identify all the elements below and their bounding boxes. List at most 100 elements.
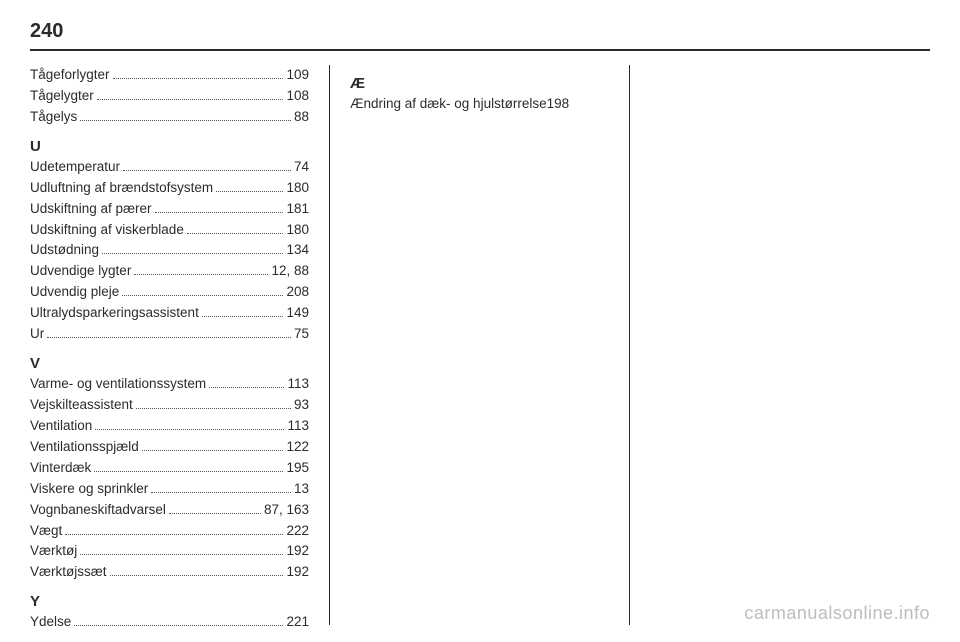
column-3 xyxy=(630,65,930,625)
entry-label: Tågelygter xyxy=(30,86,94,107)
entry-label: Vægt xyxy=(30,521,62,542)
index-entry: Ydelse 221 xyxy=(30,612,309,633)
entry-page: 195 xyxy=(286,458,309,479)
entry-page: 149 xyxy=(286,303,309,324)
entry-page: 134 xyxy=(286,240,309,261)
leader-dots xyxy=(47,337,291,338)
leader-dots xyxy=(151,492,291,493)
index-entry: Udluftning af brændstofsystem 180 xyxy=(30,178,309,199)
entry-page: 108 xyxy=(286,86,309,107)
column-2: Æ Ændring af dæk- og hjulstørrelse 198 xyxy=(330,65,630,625)
leader-dots xyxy=(187,233,284,234)
entry-label: Ur xyxy=(30,324,44,345)
entry-label: Værktøjssæt xyxy=(30,562,107,583)
entry-page: 180 xyxy=(286,220,309,241)
entry-label: Ventilation xyxy=(30,416,92,437)
index-entry: Ventilationsspjæld122 xyxy=(30,437,309,458)
section-letter: U xyxy=(30,138,309,155)
index-entry: Tågelys 88 xyxy=(30,107,309,128)
page-number: 240 xyxy=(30,20,930,43)
entry-page: 13 xyxy=(294,479,309,500)
section-letter: V xyxy=(30,355,309,372)
entry-page: 198 xyxy=(547,94,570,115)
entry-page: 12, 88 xyxy=(271,261,309,282)
entry-label: Viskere og sprinkler xyxy=(30,479,148,500)
index-entry: Ur75 xyxy=(30,324,309,345)
entry-page: 109 xyxy=(286,65,309,86)
leader-dots xyxy=(65,534,283,535)
index-entry: Ultralydsparkeringsassistent 149 xyxy=(30,303,309,324)
section-letter: Y xyxy=(30,593,309,610)
index-entry: Tågelygter 108 xyxy=(30,86,309,107)
entry-label: Værktøj xyxy=(30,541,77,562)
entry-page: 208 xyxy=(286,282,309,303)
index-entry: Varme- og ventilationssystem113 xyxy=(30,374,309,395)
index-entry: Viskere og sprinkler 13 xyxy=(30,479,309,500)
entry-page: 222 xyxy=(286,521,309,542)
entry-label: Udluftning af brændstofsystem xyxy=(30,178,213,199)
watermark: carmanualsonline.info xyxy=(744,603,930,624)
index-entry: Udetemperatur 74 xyxy=(30,157,309,178)
entry-page: 180 xyxy=(286,178,309,199)
entry-page: 122 xyxy=(286,437,309,458)
leader-dots xyxy=(209,387,284,388)
entry-label: Tågelys xyxy=(30,107,77,128)
entry-label: Vognbaneskiftadvarsel xyxy=(30,500,166,521)
entry-label: Varme- og ventilationssystem xyxy=(30,374,206,395)
leader-dots xyxy=(74,625,283,626)
entry-label: Udskiftning af viskerblade xyxy=(30,220,184,241)
entry-page: 181 xyxy=(286,199,309,220)
index-page: 240 Tågeforlygter109Tågelygter108Tågelys… xyxy=(0,0,960,642)
index-entry: Vognbaneskiftadvarsel87, 163 xyxy=(30,500,309,521)
leader-dots xyxy=(102,253,283,254)
entry-label: Udvendige lygter xyxy=(30,261,131,282)
entry-label: Tågeforlygter xyxy=(30,65,110,86)
index-entry: Udstødning 134 xyxy=(30,240,309,261)
entry-page: 192 xyxy=(286,562,309,583)
leader-dots xyxy=(134,274,268,275)
entry-label: Vinterdæk xyxy=(30,458,91,479)
index-entry: Tågeforlygter 109 xyxy=(30,65,309,86)
leader-dots xyxy=(95,429,284,430)
leader-dots xyxy=(216,191,283,192)
index-entry: Vægt 222 xyxy=(30,521,309,542)
index-entry: Udvendig pleje 208 xyxy=(30,282,309,303)
entry-page: 113 xyxy=(287,416,309,437)
leader-dots xyxy=(169,513,261,514)
entry-page: 221 xyxy=(286,612,309,633)
column-1: Tågeforlygter109Tågelygter108Tågelys88UU… xyxy=(30,65,330,625)
entry-label: Ultralydsparkeringsassistent xyxy=(30,303,199,324)
entry-label: Vejskilteassistent xyxy=(30,395,133,416)
index-entry: Ventilation 113 xyxy=(30,416,309,437)
section-letter: Æ xyxy=(350,75,609,92)
index-entry: Ændring af dæk- og hjulstørrelse 198 xyxy=(350,94,609,115)
index-entry: Værktøj 192 xyxy=(30,541,309,562)
index-entry: Udskiftning af viskerblade 180 xyxy=(30,220,309,241)
entry-label: Udstødning xyxy=(30,240,99,261)
leader-dots xyxy=(136,408,291,409)
leader-dots xyxy=(122,295,283,296)
index-entry: Værktøjssæt 192 xyxy=(30,562,309,583)
leader-dots xyxy=(97,99,284,100)
leader-dots xyxy=(155,212,284,213)
entry-label: Ændring af dæk- og hjulstørrelse xyxy=(350,94,547,115)
entry-page: 93 xyxy=(294,395,309,416)
leader-dots xyxy=(123,170,291,171)
leader-dots xyxy=(110,575,284,576)
index-entry: Vejskilteassistent 93 xyxy=(30,395,309,416)
index-entry: Vinterdæk 195 xyxy=(30,458,309,479)
leader-dots xyxy=(80,554,283,555)
entry-label: Udetemperatur xyxy=(30,157,120,178)
entry-label: Udvendig pleje xyxy=(30,282,119,303)
entry-label: Udskiftning af pærer xyxy=(30,199,152,220)
index-entry: Udskiftning af pærer 181 xyxy=(30,199,309,220)
entry-page: 88 xyxy=(294,107,309,128)
leader-dots xyxy=(202,316,284,317)
leader-dots xyxy=(94,471,283,472)
leader-dots xyxy=(80,120,291,121)
entry-label: Ydelse xyxy=(30,612,71,633)
entry-page: 74 xyxy=(294,157,309,178)
entry-page: 192 xyxy=(286,541,309,562)
header-rule xyxy=(30,49,930,51)
leader-dots xyxy=(142,450,284,451)
